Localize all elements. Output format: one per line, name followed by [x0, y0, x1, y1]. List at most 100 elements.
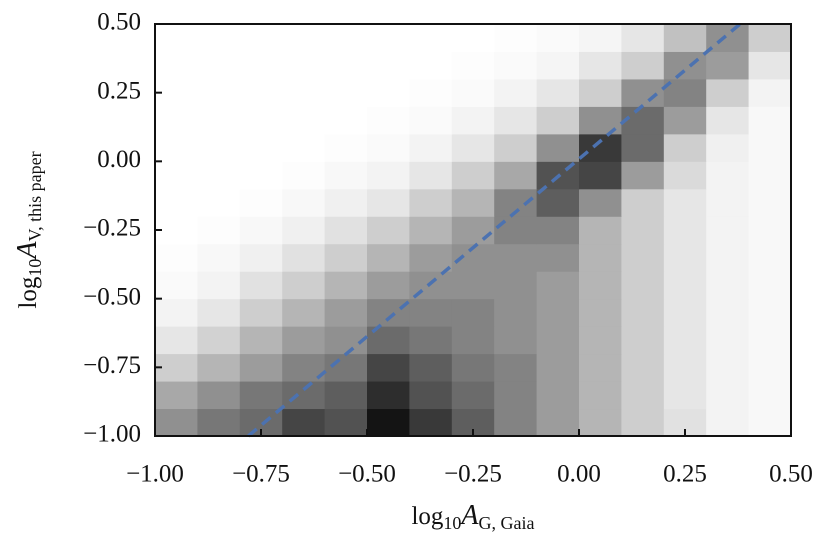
heatmap-cell — [409, 298, 453, 327]
heatmap-cell — [155, 161, 198, 190]
heatmap-cell — [621, 381, 665, 410]
heatmap-cell — [451, 78, 495, 107]
y-tick-label: −0.50 — [83, 283, 141, 310]
heatmap-cell — [663, 161, 707, 190]
heatmap-cell — [706, 243, 750, 272]
heatmap-cell — [663, 106, 707, 135]
heatmap-cell — [155, 51, 198, 80]
heatmap-cell — [748, 24, 792, 52]
heatmap-cell — [282, 381, 326, 410]
y-tick-label: −1.00 — [83, 421, 141, 448]
heatmap-cell — [579, 51, 622, 80]
heatmap-cell — [367, 78, 410, 107]
heatmap-cell — [536, 188, 580, 217]
heatmap-cell — [621, 243, 665, 272]
heatmap-cell — [324, 51, 368, 80]
heatmap-cell — [451, 24, 495, 52]
heatmap-cell — [282, 188, 326, 217]
heatmap-cell — [155, 408, 198, 437]
heatmap-cell — [621, 78, 665, 107]
heatmap-cell — [748, 408, 792, 437]
heatmap-cell — [409, 243, 453, 272]
heatmap-cell — [621, 353, 665, 382]
heatmap-cell — [663, 326, 707, 355]
heatmap-cell — [324, 243, 368, 272]
heatmap-cell — [324, 24, 368, 52]
heatmap-cell — [663, 133, 707, 162]
label-part: A — [459, 500, 479, 531]
heatmap-cell — [409, 408, 453, 437]
heatmap-cell — [155, 216, 198, 245]
heatmap-cell — [663, 271, 707, 300]
x-tick-label: 0.25 — [663, 461, 707, 488]
heatmap-cell — [748, 381, 792, 410]
heatmap-cell — [282, 133, 326, 162]
heatmap-cell — [324, 161, 368, 190]
heatmap-cell — [409, 326, 453, 355]
heatmap-cell — [155, 381, 198, 410]
heatmap-cell — [451, 106, 495, 135]
heatmap-cell — [367, 24, 410, 52]
heatmap-cell — [239, 133, 283, 162]
heatmap-cell — [621, 326, 665, 355]
heatmap-cell — [324, 408, 368, 437]
heatmap-cell — [621, 271, 665, 300]
heatmap-cell — [579, 188, 622, 217]
heatmap-cell — [706, 161, 750, 190]
heatmap-cell — [494, 24, 538, 52]
heatmap-cell — [282, 24, 326, 52]
heatmap-cell — [282, 161, 326, 190]
heatmap-cell — [748, 353, 792, 382]
heatmap-cell — [621, 408, 665, 437]
heatmap-cell — [324, 188, 368, 217]
heatmap-cell — [239, 298, 283, 327]
x-tick-label: 0.00 — [557, 461, 601, 488]
y-tick-label: 0.00 — [97, 146, 141, 173]
heatmap-cell — [451, 298, 495, 327]
heatmap-cell — [239, 78, 283, 107]
heatmap-cell — [409, 78, 453, 107]
heatmap-cell — [748, 78, 792, 107]
heatmap-cell — [748, 216, 792, 245]
heatmap-cell — [239, 216, 283, 245]
heatmap-cell — [706, 78, 750, 107]
heatmap-cell — [239, 326, 283, 355]
heatmap-cell — [536, 298, 580, 327]
heatmap-cell — [197, 106, 241, 135]
heatmap-cell — [282, 78, 326, 107]
y-axis-label: log10AV, this paper — [12, 151, 45, 308]
heatmap-cell — [409, 161, 453, 190]
heatmap-cell — [409, 51, 453, 80]
heatmap-cell — [579, 243, 622, 272]
heatmap-cell — [663, 353, 707, 382]
heatmap-cell — [409, 106, 453, 135]
heatmap-cell — [367, 381, 410, 410]
heatmap-cell — [197, 353, 241, 382]
heatmap-cell — [239, 161, 283, 190]
heatmap-cell — [494, 133, 538, 162]
heatmap-cell — [324, 381, 368, 410]
label-part: log — [411, 503, 443, 530]
heatmap-cell — [621, 298, 665, 327]
heatmap-cell — [367, 243, 410, 272]
heatmap-cell — [536, 78, 580, 107]
heatmap-cell — [239, 353, 283, 382]
heatmap-cell — [579, 78, 622, 107]
heatmap-cell — [324, 298, 368, 327]
heatmap-cell — [155, 243, 198, 272]
x-tick-label: −0.25 — [444, 461, 502, 488]
heatmap-cell — [197, 133, 241, 162]
heatmap-cell — [579, 271, 622, 300]
heatmap-cell — [706, 326, 750, 355]
heatmap-cell — [579, 24, 622, 52]
y-tick-label: 0.25 — [97, 77, 141, 104]
heatmap-cell — [579, 353, 622, 382]
heatmap-cell — [197, 78, 241, 107]
heatmap-cell — [536, 216, 580, 245]
heatmap-cell — [494, 106, 538, 135]
heatmap-cell — [621, 24, 665, 52]
heatmap-cell — [494, 161, 538, 190]
heatmap-cell — [536, 271, 580, 300]
heatmap-cell — [621, 161, 665, 190]
heatmap-cell — [155, 271, 198, 300]
